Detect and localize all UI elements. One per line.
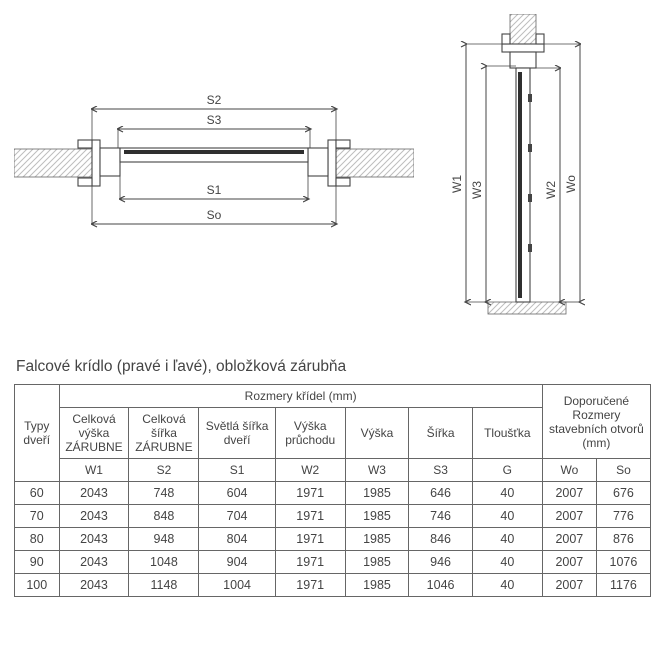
cell-so: 776	[596, 505, 650, 528]
page-title: Falcové krídlo (pravé i ľavé), obložková…	[16, 358, 651, 376]
table-body: 6020437486041971198564640200767670204384…	[15, 482, 651, 597]
cell-s2: 748	[129, 482, 199, 505]
cell-type: 100	[15, 574, 60, 597]
cell-wo: 2007	[542, 505, 596, 528]
spec-table: Typy dveří Rozmery křídel (mm) Doporučen…	[14, 384, 651, 597]
col-s2-label: Celková šířka ZÁRUBNE	[129, 408, 199, 459]
cell-w2: 1971	[275, 505, 345, 528]
col-wo-sym: Wo	[542, 459, 596, 482]
col-s2-sym: S2	[129, 459, 199, 482]
cell-g: 40	[472, 505, 542, 528]
cell-wo: 2007	[542, 551, 596, 574]
col-w3-sym: W3	[345, 459, 409, 482]
cell-g: 40	[472, 551, 542, 574]
cell-s2: 1148	[129, 574, 199, 597]
cell-w1: 2043	[59, 528, 129, 551]
column-symbols: W1 S2 S1 W2 W3 S3 G Wo So	[15, 459, 651, 482]
cell-s3: 846	[409, 528, 473, 551]
cell-w2: 1971	[275, 551, 345, 574]
col-w1-label: Celková výška ZÁRUBNE	[59, 408, 129, 459]
cell-wo: 2007	[542, 528, 596, 551]
cell-so: 1076	[596, 551, 650, 574]
cell-type: 60	[15, 482, 60, 505]
table-row: 60204374860419711985646402007676	[15, 482, 651, 505]
col-s3-label: Šířka	[409, 408, 473, 459]
cell-s1: 1004	[199, 574, 275, 597]
col-s1-sym: S1	[199, 459, 275, 482]
table-row: 9020431048904197119859464020071076	[15, 551, 651, 574]
cell-s1: 804	[199, 528, 275, 551]
col-g-sym: G	[472, 459, 542, 482]
col-w1-sym: W1	[59, 459, 129, 482]
label-s3: S3	[207, 113, 222, 127]
cell-s3: 646	[409, 482, 473, 505]
table-row: 80204394880419711985846402007876	[15, 528, 651, 551]
cell-w3: 1985	[345, 551, 409, 574]
diagram-side-view: W1 W3 W2 Wo	[428, 14, 638, 334]
cell-w1: 2043	[59, 482, 129, 505]
cell-wo: 2007	[542, 574, 596, 597]
cell-g: 40	[472, 528, 542, 551]
col-g-label: Tloušťka	[472, 408, 542, 459]
cell-w3: 1985	[345, 505, 409, 528]
label-so: So	[207, 208, 222, 222]
cell-type: 80	[15, 528, 60, 551]
group-opening-dims: Doporučené Rozmery stavebních otvorů (mm…	[542, 385, 650, 459]
cell-w3: 1985	[345, 528, 409, 551]
cell-w1: 2043	[59, 505, 129, 528]
label-s2: S2	[207, 93, 222, 107]
label-wo: Wo	[564, 175, 578, 193]
cell-s2: 848	[129, 505, 199, 528]
label-w3: W3	[470, 181, 484, 199]
cell-w2: 1971	[275, 482, 345, 505]
col-s3-sym: S3	[409, 459, 473, 482]
cell-type: 70	[15, 505, 60, 528]
cell-s2: 1048	[129, 551, 199, 574]
col-w2-label: Výška průchodu	[275, 408, 345, 459]
label-s1: S1	[207, 183, 222, 197]
cell-so: 876	[596, 528, 650, 551]
cell-w1: 2043	[59, 574, 129, 597]
col-w3-label: Výška	[345, 408, 409, 459]
cell-so: 1176	[596, 574, 650, 597]
col-s1-label: Světlá šířka dveří	[199, 408, 275, 459]
diagrams-row: S2 S3 S1 So	[14, 14, 651, 334]
cell-w3: 1985	[345, 482, 409, 505]
cell-s1: 704	[199, 505, 275, 528]
cell-s3: 746	[409, 505, 473, 528]
cell-type: 90	[15, 551, 60, 574]
table-row: 1002043114810041971198510464020071176	[15, 574, 651, 597]
cell-so: 676	[596, 482, 650, 505]
cell-s2: 948	[129, 528, 199, 551]
cell-w3: 1985	[345, 574, 409, 597]
cell-g: 40	[472, 482, 542, 505]
cell-s1: 904	[199, 551, 275, 574]
cell-s3: 946	[409, 551, 473, 574]
cell-wo: 2007	[542, 482, 596, 505]
cell-w2: 1971	[275, 528, 345, 551]
table-row: 70204384870419711985746402007776	[15, 505, 651, 528]
col-w2-sym: W2	[275, 459, 345, 482]
cell-w2: 1971	[275, 574, 345, 597]
cell-g: 40	[472, 574, 542, 597]
cell-s1: 604	[199, 482, 275, 505]
cell-s3: 1046	[409, 574, 473, 597]
group-wing-dims: Rozmery křídel (mm)	[59, 385, 542, 408]
diagram-top-view: S2 S3 S1 So	[14, 14, 414, 284]
col-type: Typy dveří	[15, 385, 60, 482]
cell-w1: 2043	[59, 551, 129, 574]
label-w1: W1	[450, 175, 464, 193]
label-w2: W2	[544, 181, 558, 199]
col-so-sym: So	[596, 459, 650, 482]
